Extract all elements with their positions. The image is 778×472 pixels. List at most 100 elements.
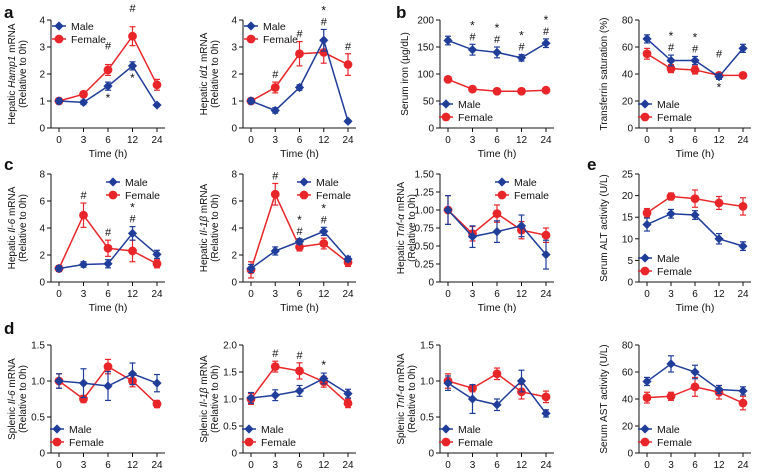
y-tick-label: 2 [231,70,237,81]
legend-label-male: Male [657,99,680,111]
x-tick-label: 3 [668,289,674,300]
point-female [738,70,748,80]
y-tick-label: 0 [627,124,633,135]
y-axis-title-part: mRNA [199,183,210,216]
y-tick-label: 200 [417,16,434,27]
point-male [541,250,551,260]
legend-label-female: Female [458,112,493,124]
y-tick-label: 0 [39,124,45,135]
point-female [738,398,748,408]
point-female [79,210,88,220]
y-tick-label: 0.75 [415,224,435,235]
legend-marker-female [246,34,256,44]
x-tick-label: 12 [713,135,725,146]
y-tick-label: 1.5 [420,341,434,352]
y-tick-label: 0 [231,124,237,135]
point-female [79,89,88,99]
y-axis-title-part: Serum iron (µg/dL) [400,32,411,116]
point-female [541,85,551,95]
significance-female: # [272,348,279,360]
point-female [152,259,162,269]
significance-male: * [321,358,326,372]
y-tick-label: 4 [39,224,45,235]
y-axis-title-part: Hepatic [396,238,407,275]
point-female [443,75,453,84]
point-female [642,208,652,218]
y-axis-title: Hepatic Il-6 mRNA [7,186,18,269]
point-male [54,376,64,386]
significance-female: # [321,16,328,28]
x-tick-label: 12 [516,135,528,146]
point-male [103,81,113,91]
significance-female: # [272,170,279,182]
x-tick-label: 6 [494,289,500,300]
point-female [666,391,676,401]
x-tick-label: 12 [318,135,330,146]
point-female [343,60,353,69]
x-tick-label: 24 [342,135,354,146]
y-tick-label: 0.50 [415,242,435,253]
y-axis-title-part: Serum AST activity (U/L) [599,344,610,453]
y-tick-label: 4 [231,16,237,27]
y-axis-title-part: Serum ALT activity (U/L) [599,174,610,281]
y-axis-subtitle: (Relative to 0h) [407,194,418,262]
panel-letter-b: b [396,3,406,22]
x-tick-label: 24 [737,460,749,471]
legend-label-female: Female [458,437,493,449]
significance-female: # [129,3,136,15]
legend-label-female: Female [263,34,298,46]
significance-female: # [105,41,112,53]
point-female [270,189,280,199]
point-male [319,35,329,45]
legend-label-female: Female [316,190,351,202]
x-tick-label: 12 [516,460,528,471]
y-tick-label: 3 [231,43,237,54]
y-tick-label: 1.0 [420,377,434,388]
y-axis-subtitle: (Relative to 0h) [18,365,29,433]
x-tick-label: 0 [248,135,254,146]
significance-male: * [470,18,475,32]
y-axis-title-part: Splenic [7,404,18,440]
y-tick-label: 1.5 [31,341,45,352]
y-tick-label: 0 [428,278,434,289]
y-tick-label: 20 [622,422,634,433]
x-axis-title: Time (h) [478,148,517,160]
point-male [714,234,724,244]
y-axis-title: Serum AST activity (U/L) [599,344,610,453]
y-tick-label: 2 [39,251,45,262]
legend-label-female: Female [514,190,549,202]
significance-female: # [80,190,87,202]
significance-female: # [345,41,352,53]
point-male [738,386,748,396]
y-tick-label: 60 [622,368,634,379]
significance-female: # [272,69,279,81]
x-tick-label: 12 [318,289,330,300]
point-female [642,49,652,59]
legend-marker-female [497,190,507,200]
y-tick-label: 25 [622,170,634,181]
x-tick-label: 6 [494,135,500,146]
point-male [690,367,700,377]
point-male [690,55,700,66]
legend-label-male: Male [125,177,148,189]
x-tick-label: 6 [297,289,303,300]
significance-male: * [519,29,524,43]
y-tick-label: 4 [231,224,237,235]
point-male [152,249,162,259]
point-male [666,359,676,369]
point-male [270,105,280,116]
legend-label-male: Male [657,424,680,436]
y-axis-title-part: Hepatic [7,233,18,270]
point-male [152,378,162,388]
x-axis-title: Time (h) [478,302,517,314]
y-tick-label: 40 [622,70,634,81]
point-female [517,86,526,96]
significance-female: # [296,226,303,238]
x-tick-label: 24 [737,135,749,146]
x-tick-label: 24 [151,460,163,471]
y-axis-subtitle: (Relative to 0h) [407,365,418,433]
x-tick-label: 6 [105,135,111,146]
point-female [295,366,304,376]
x-tick-label: 0 [248,460,254,471]
